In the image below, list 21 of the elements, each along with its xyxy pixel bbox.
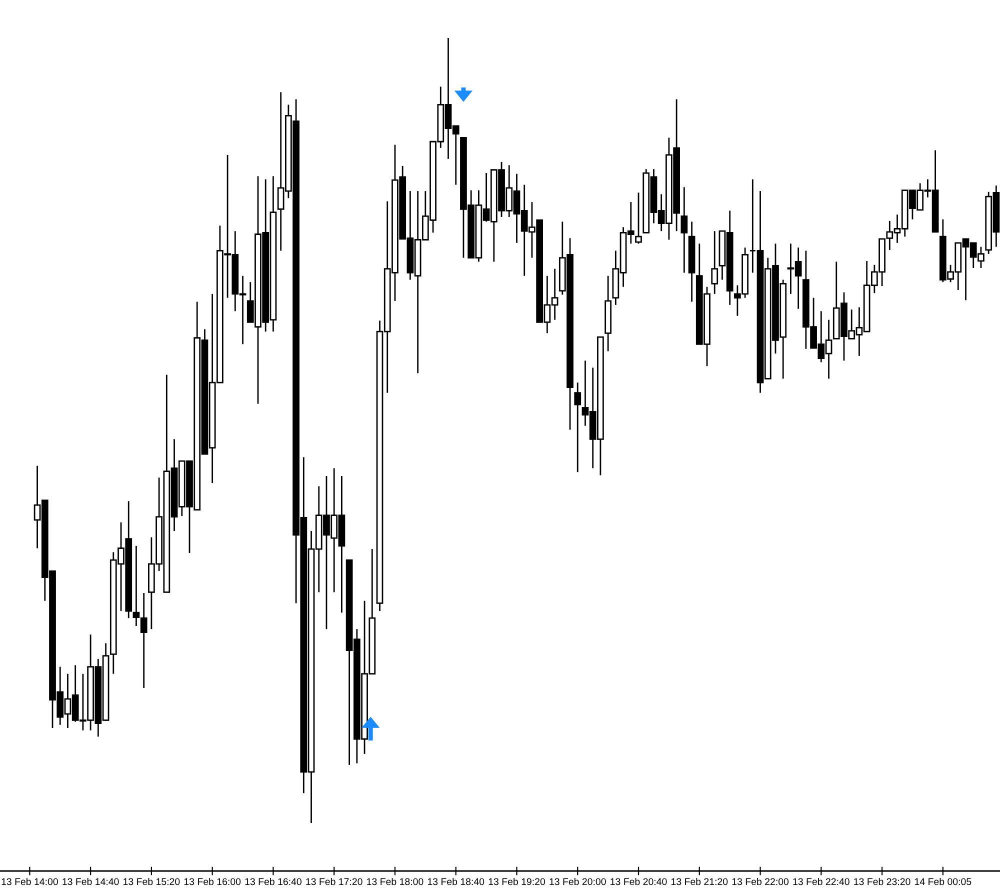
x-tick-label: 13 Feb 15:20	[124, 878, 180, 886]
x-tick-label: 13 Feb 21:20	[671, 878, 728, 886]
candlestick	[680, 186, 688, 274]
candlestick	[688, 220, 696, 302]
candlestick	[711, 230, 718, 295]
x-tick-label: 13 Feb 23:20	[854, 878, 910, 886]
x-tick-label: 13 Feb 18:40	[428, 878, 484, 886]
x-tick-label: 13 Feb 16:40	[245, 878, 302, 886]
x-tick-label: 13 Feb 20:00	[550, 878, 606, 886]
x-tick-label: 13 Feb 22:00	[732, 878, 789, 886]
x-tick-label: 13 Feb 18:00	[367, 878, 424, 886]
x-tick-label: 13 Feb 22:40	[793, 878, 850, 886]
x-tick-label: 13 Feb 20:40	[610, 878, 667, 886]
x-tick-label: 14 Feb 00:05	[915, 878, 972, 886]
x-tick-label: 13 Feb 14:00	[2, 878, 58, 886]
candlestick	[604, 275, 612, 352]
candlestick	[574, 382, 582, 473]
x-tick-label: 13 Feb 14:40	[62, 878, 119, 886]
x-tick-label: 13 Feb 17:20	[306, 878, 362, 886]
x-tick-label: 13 Feb 19:20	[488, 878, 546, 886]
x-tick-label: 13 Feb 16:00	[184, 878, 241, 886]
